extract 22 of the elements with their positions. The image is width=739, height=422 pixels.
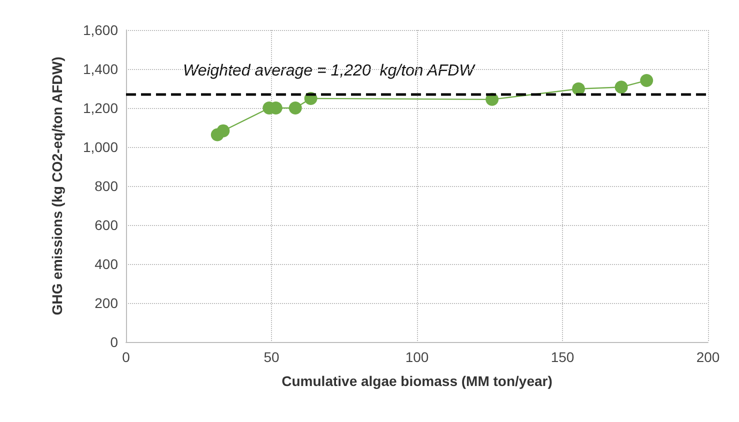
y-tick-label: 1,000 xyxy=(82,139,118,155)
x-axis-title: Cumulative algae biomass (MM ton/year) xyxy=(282,373,552,389)
x-tick-label: 50 xyxy=(264,349,280,365)
x-tick-label: 0 xyxy=(122,349,130,365)
y-tick-label: 200 xyxy=(94,295,118,311)
annotation: Weighted average = 1,220 kg/ton AFDW xyxy=(183,62,476,80)
x-tick-label: 200 xyxy=(696,349,720,365)
y-tick-label: 600 xyxy=(94,217,118,233)
y-axis-title: GHG emissions (kg CO2-eq/ton AFDW) xyxy=(49,56,65,316)
x-tick-label: 100 xyxy=(405,349,429,365)
point xyxy=(572,82,586,96)
y-tick-label: 1,400 xyxy=(82,61,118,77)
point xyxy=(614,80,628,94)
x-tick-label: 150 xyxy=(550,349,574,365)
y-tick-label: 400 xyxy=(94,256,118,272)
point xyxy=(216,124,230,138)
y-tick-label: 0 xyxy=(110,334,118,350)
y-tick-label: 1,200 xyxy=(82,100,118,116)
point xyxy=(288,102,302,114)
y-tick-label: 800 xyxy=(94,178,118,194)
y-tick-label: 1,600 xyxy=(82,22,118,38)
point xyxy=(640,74,654,87)
